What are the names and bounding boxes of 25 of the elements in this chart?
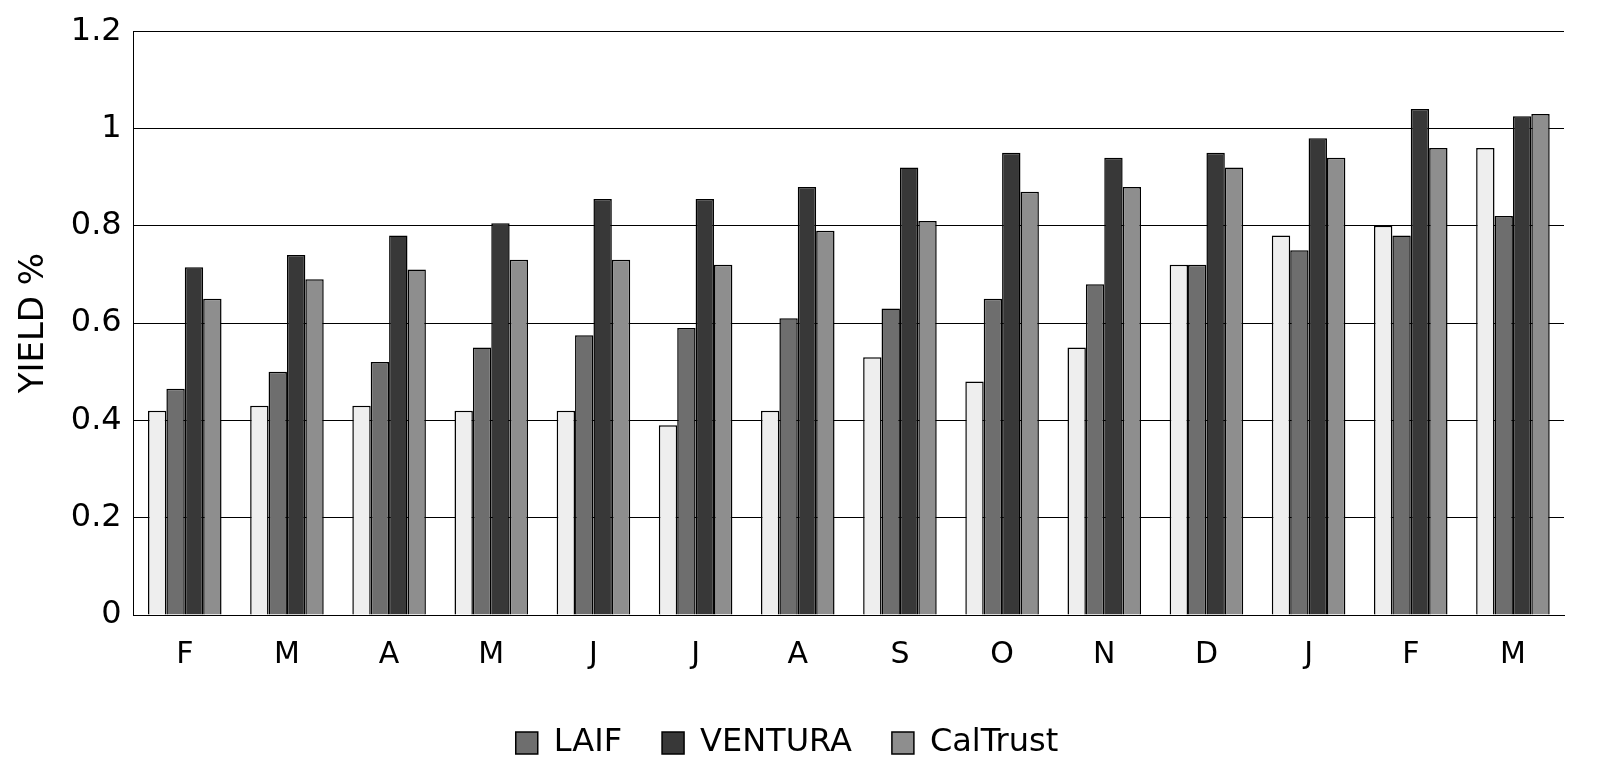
legend-label: CalTrust [929, 721, 1059, 760]
x-tick-label: A [378, 634, 400, 670]
y-tick-label: 0.6 [70, 301, 122, 340]
y-axis-title: YIELD % [11, 252, 52, 395]
x-tick-label: M [273, 634, 300, 670]
legend-label: VENTURA [700, 721, 853, 760]
x-tick-label: O [990, 634, 1014, 670]
x-tick-label: M [1499, 634, 1526, 670]
y-tick-label: 0.2 [70, 496, 122, 535]
x-tick-label: F [176, 634, 194, 670]
y-tick-label: 0.4 [70, 398, 122, 437]
x-tick-label: J [1302, 634, 1314, 670]
legend-label: LAIF [553, 721, 623, 760]
x-tick-label: J [689, 634, 701, 670]
x-tick-label: D [1194, 634, 1218, 670]
y-tick-label: 0 [101, 593, 122, 632]
y-tick-label: 1.2 [70, 9, 122, 48]
x-tick-label: N [1093, 634, 1116, 670]
x-tick-label: J [587, 634, 598, 670]
y-tick-label: 0.8 [70, 204, 122, 243]
x-tick-label: S [890, 634, 910, 670]
y-tick-label: 1 [101, 106, 122, 145]
x-tick-label: F [1402, 634, 1420, 670]
x-tick-label: A [787, 634, 809, 670]
x-tick-label: M [478, 634, 505, 670]
